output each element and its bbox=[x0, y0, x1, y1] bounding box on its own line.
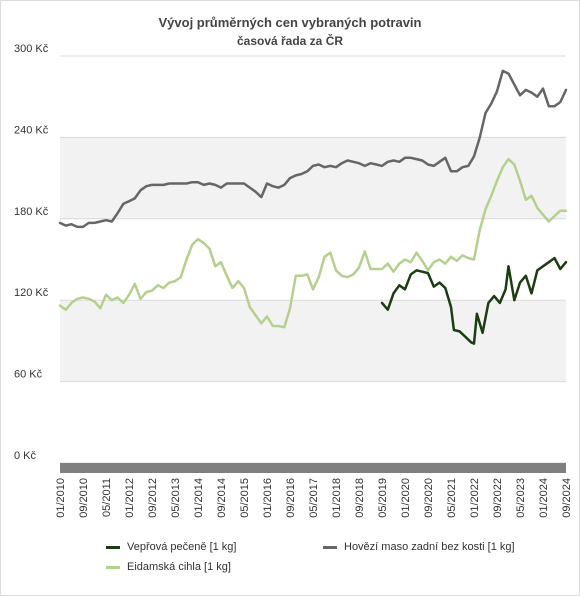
legend-label: Eidamská cihla [1 kg] bbox=[127, 561, 231, 573]
x-tick-label: 09/2018 bbox=[354, 478, 366, 518]
x-tick-label: 09/2014 bbox=[216, 478, 228, 518]
y-tick-label: 300 Kč bbox=[14, 43, 49, 55]
legend-swatch bbox=[106, 565, 120, 569]
x-tick-label: 05/2023 bbox=[515, 478, 527, 518]
chart-title: Vývoj průměrných cen vybraných potravin bbox=[158, 15, 422, 30]
x-tick-label: 05/2019 bbox=[377, 478, 389, 518]
x-tick-label: 01/2024 bbox=[538, 478, 550, 518]
x-tick-label: 01/2012 bbox=[124, 478, 136, 518]
series-line-1 bbox=[58, 69, 568, 229]
x-tick-label: 01/2022 bbox=[469, 478, 481, 518]
grid-band bbox=[60, 137, 566, 219]
series-line-2 bbox=[58, 157, 568, 329]
x-tick-label: 01/2018 bbox=[331, 478, 343, 518]
legend-label: Vepřová pečeně [1 kg] bbox=[127, 541, 237, 553]
x-tick-label: 09/2024 bbox=[561, 478, 573, 518]
y-tick-label: 180 Kč bbox=[14, 206, 49, 218]
series-line-0 bbox=[380, 256, 568, 345]
legend-item-hovezi: Hovězí maso zadní bez kosti [1 kg] bbox=[323, 541, 515, 553]
x-tick-label: 09/2010 bbox=[78, 478, 90, 518]
legend-swatch bbox=[323, 545, 337, 549]
x-axis-baseline bbox=[60, 463, 566, 473]
x-tick-label: 09/2016 bbox=[285, 478, 297, 518]
y-tick-label: 240 Kč bbox=[14, 124, 49, 136]
x-tick-label: 05/2015 bbox=[239, 478, 251, 518]
x-tick-label: 09/2020 bbox=[423, 478, 435, 518]
y-tick-label: 0 Kč bbox=[14, 450, 37, 462]
grid-band bbox=[60, 300, 566, 382]
chart-subtitle: časová řada za ČR bbox=[236, 34, 344, 48]
x-tick-label: 01/2010 bbox=[55, 478, 67, 518]
legend-item-eidam: Eidamská cihla [1 kg] bbox=[106, 561, 231, 573]
x-tick-label: 05/2013 bbox=[170, 478, 182, 518]
y-tick-label: 120 Kč bbox=[14, 287, 49, 299]
x-tick-label: 01/2014 bbox=[193, 478, 205, 518]
legend-item-veprova: Vepřová pečeně [1 kg] bbox=[106, 541, 236, 553]
y-tick-label: 60 Kč bbox=[14, 369, 43, 381]
legend-swatch bbox=[106, 545, 120, 549]
x-tick-label: 09/2012 bbox=[147, 478, 159, 518]
x-tick-label: 05/2017 bbox=[308, 478, 320, 518]
x-tick-label: 01/2020 bbox=[400, 478, 412, 518]
x-tick-label: 09/2022 bbox=[492, 478, 504, 518]
x-tick-label: 05/2011 bbox=[101, 478, 113, 517]
legend-label: Hovězí maso zadní bez kosti [1 kg] bbox=[344, 541, 515, 553]
x-tick-label: 01/2016 bbox=[262, 478, 274, 518]
x-tick-label: 05/2021 bbox=[446, 478, 458, 518]
